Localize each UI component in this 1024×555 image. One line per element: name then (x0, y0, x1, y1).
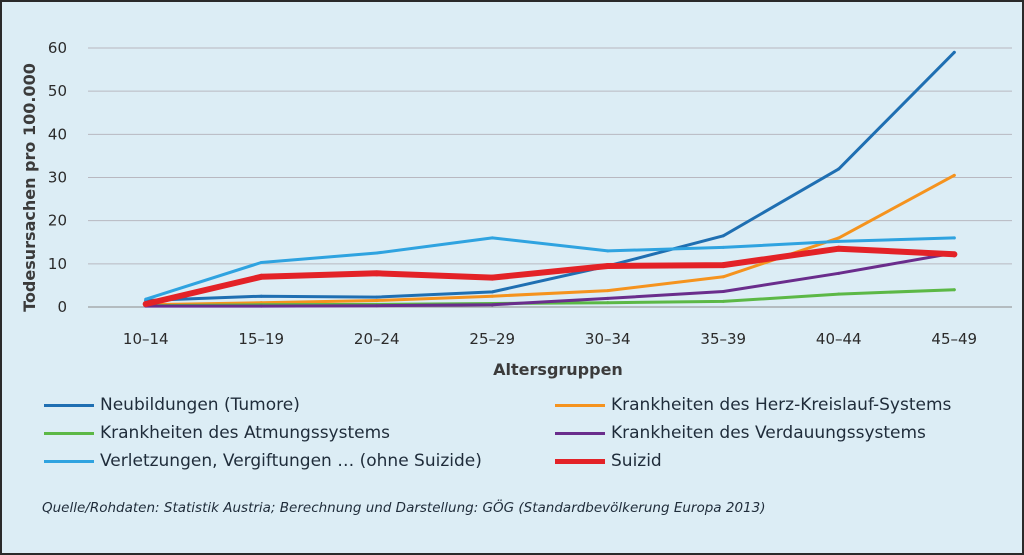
legend-label: Suizid (611, 451, 662, 471)
data-point (837, 271, 841, 275)
series-line (142, 245, 958, 307)
data-point (604, 262, 611, 269)
data-point (259, 261, 263, 265)
data-point (952, 50, 956, 54)
legend-item: Krankheiten des Verdauungssystems (555, 421, 926, 445)
legend-swatch (555, 458, 605, 464)
data-point (490, 294, 494, 298)
data-point (373, 270, 380, 277)
data-point (490, 290, 494, 294)
source-note: Quelle/Rohdaten: Statistik Austria; Bere… (42, 500, 766, 516)
data-point (952, 173, 956, 177)
data-point (375, 295, 379, 299)
legend-label: Krankheiten des Atmungssystems (100, 423, 391, 443)
legend-label: Krankheiten des Herz-Kreislauf-Systems (611, 395, 952, 415)
legend-item: Krankheiten des Atmungssystems (44, 421, 390, 445)
y-axis-title: Todesursachen pro 100.000 (20, 63, 39, 312)
data-point (720, 262, 727, 269)
data-point (375, 299, 379, 303)
x-tick-label: 45–49 (931, 330, 977, 348)
data-point (259, 294, 263, 298)
x-tick-label: 30–34 (585, 330, 631, 348)
data-point (721, 245, 725, 249)
data-point (837, 236, 841, 240)
data-point (375, 251, 379, 255)
x-tick-label: 35–39 (700, 330, 746, 348)
data-point (144, 297, 148, 301)
data-point (606, 249, 610, 253)
data-point (258, 273, 265, 280)
data-point (837, 239, 841, 243)
data-point (490, 303, 494, 307)
x-tick-label: 15–19 (238, 330, 284, 348)
data-point (952, 236, 956, 240)
legend-label: Verletzungen, Vergiftungen … (ohne Suizi… (100, 451, 482, 471)
data-point (490, 236, 494, 240)
legend-label: Krankheiten des Verdauungssystems (611, 423, 926, 443)
y-tick-label: 50 (48, 82, 67, 100)
legend-item: Verletzungen, Vergiftungen … (ohne Suizi… (44, 449, 482, 473)
data-point (721, 275, 725, 279)
series-line (144, 236, 956, 301)
data-point (835, 245, 842, 252)
data-point (606, 301, 610, 305)
x-tick-label: 10–14 (123, 330, 169, 348)
y-tick-label: 10 (48, 255, 67, 273)
x-axis-title: Altersgruppen (493, 360, 623, 379)
y-tick-label: 20 (48, 212, 67, 230)
data-point (837, 292, 841, 296)
legend-swatch (44, 403, 94, 407)
series-line (144, 173, 956, 307)
legend-swatch (555, 403, 605, 407)
legend-item: Krankheiten des Herz-Kreislauf-Systems (555, 393, 951, 417)
data-point (259, 304, 263, 308)
data-point (142, 300, 149, 307)
data-point (375, 304, 379, 308)
data-point (951, 251, 958, 258)
legend-swatch (44, 459, 94, 463)
y-tick-label: 40 (48, 125, 67, 143)
data-point (721, 234, 725, 238)
line-chart: 0 10 20 30 40 50 60 10–14 15–19 20–24 25–29 30–34 35… (20, 39, 1012, 379)
x-tick-label: 40–44 (816, 330, 862, 348)
legend-swatch (555, 431, 605, 435)
data-point (606, 289, 610, 293)
legend-label: Neubildungen (Tumore) (100, 395, 300, 415)
series-line (144, 251, 956, 308)
data-point (837, 167, 841, 171)
series-line (144, 50, 956, 302)
data-point (606, 296, 610, 300)
legend-item: Neubildungen (Tumore) (44, 393, 300, 417)
data-point (721, 299, 725, 303)
y-tick-label: 0 (57, 298, 67, 316)
legend-swatch (44, 431, 94, 435)
y-tick-label: 60 (48, 39, 67, 57)
x-tick-label: 20–24 (354, 330, 400, 348)
x-tick-label: 25–29 (469, 330, 515, 348)
data-point (489, 274, 496, 281)
data-point (721, 289, 725, 293)
legend-item: Suizid (555, 449, 662, 473)
data-point (952, 288, 956, 292)
y-tick-label: 30 (48, 169, 67, 187)
